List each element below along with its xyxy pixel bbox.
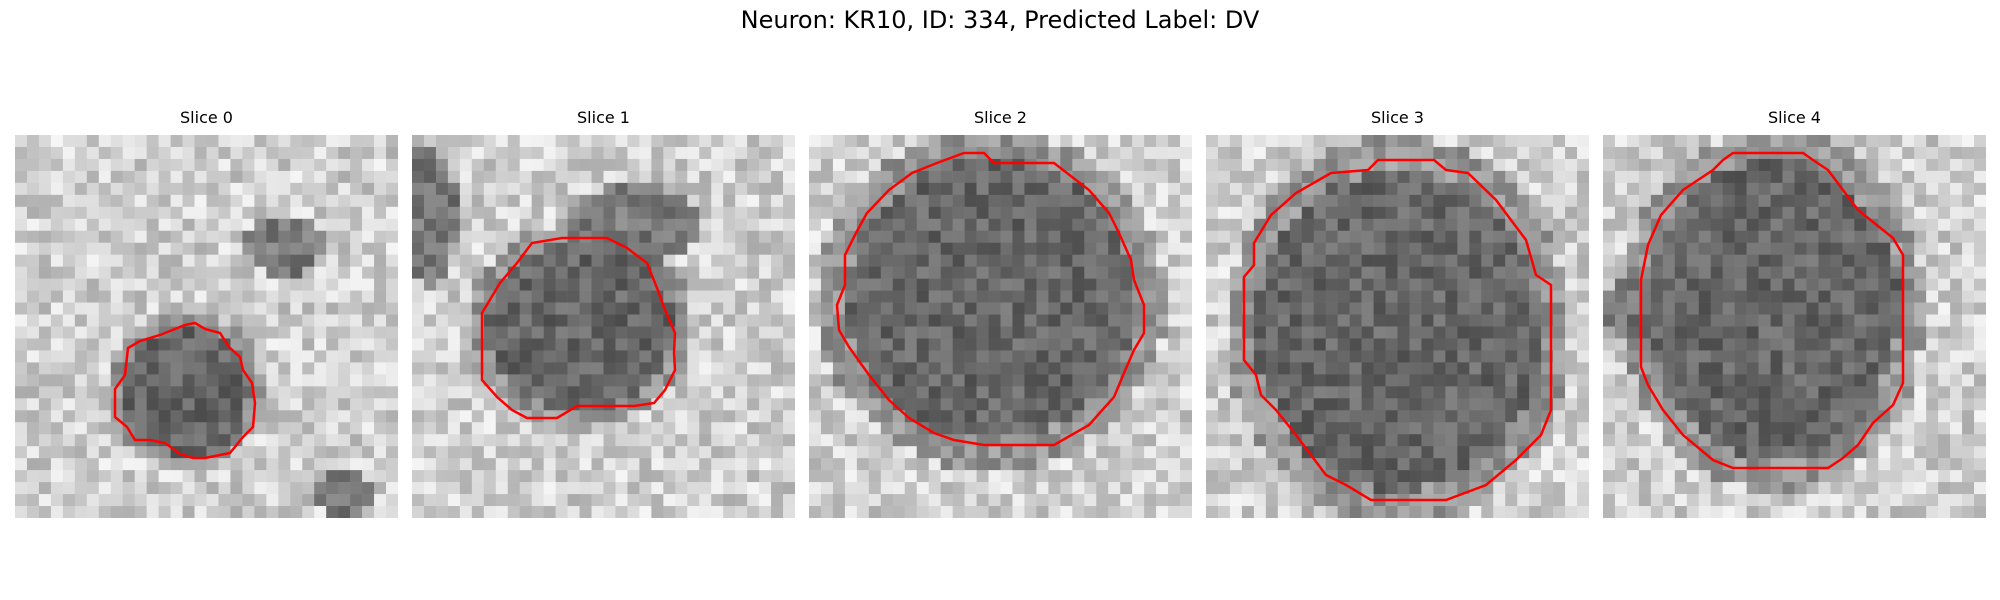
slice-image-4 — [1603, 135, 1986, 518]
slice-image-2 — [809, 135, 1192, 518]
contour-outline-1 — [480, 236, 677, 420]
contour-outline-3 — [1242, 158, 1553, 502]
slice-panel-2: Slice 2 — [809, 108, 1192, 518]
grayscale-pixels-2 — [809, 135, 1192, 518]
figure-title: Neuron: KR10, ID: 334, Predicted Label: … — [740, 6, 1260, 34]
grayscale-pixels-0 — [15, 135, 398, 518]
slice-panel-4: Slice 4 — [1603, 108, 1986, 518]
slice-title-4: Slice 4 — [1768, 108, 1821, 127]
slice-image-0 — [15, 135, 398, 518]
slice-image-1 — [412, 135, 795, 518]
slice-panel-0: Slice 0 — [15, 108, 398, 518]
slice-image-3 — [1206, 135, 1589, 518]
slice-panel-3: Slice 3 — [1206, 108, 1589, 518]
contour-outline-2 — [835, 151, 1146, 447]
grayscale-pixels-3 — [1206, 135, 1589, 518]
slice-title-3: Slice 3 — [1371, 108, 1424, 127]
grayscale-pixels-1 — [412, 135, 795, 518]
slice-panel-1: Slice 1 — [412, 108, 795, 518]
grayscale-pixels-4 — [1603, 135, 1986, 518]
contour-outline-0 — [113, 321, 257, 460]
slice-title-1: Slice 1 — [577, 108, 630, 127]
slice-title-0: Slice 0 — [180, 108, 233, 127]
contour-outline-4 — [1639, 151, 1905, 470]
slice-title-2: Slice 2 — [974, 108, 1027, 127]
